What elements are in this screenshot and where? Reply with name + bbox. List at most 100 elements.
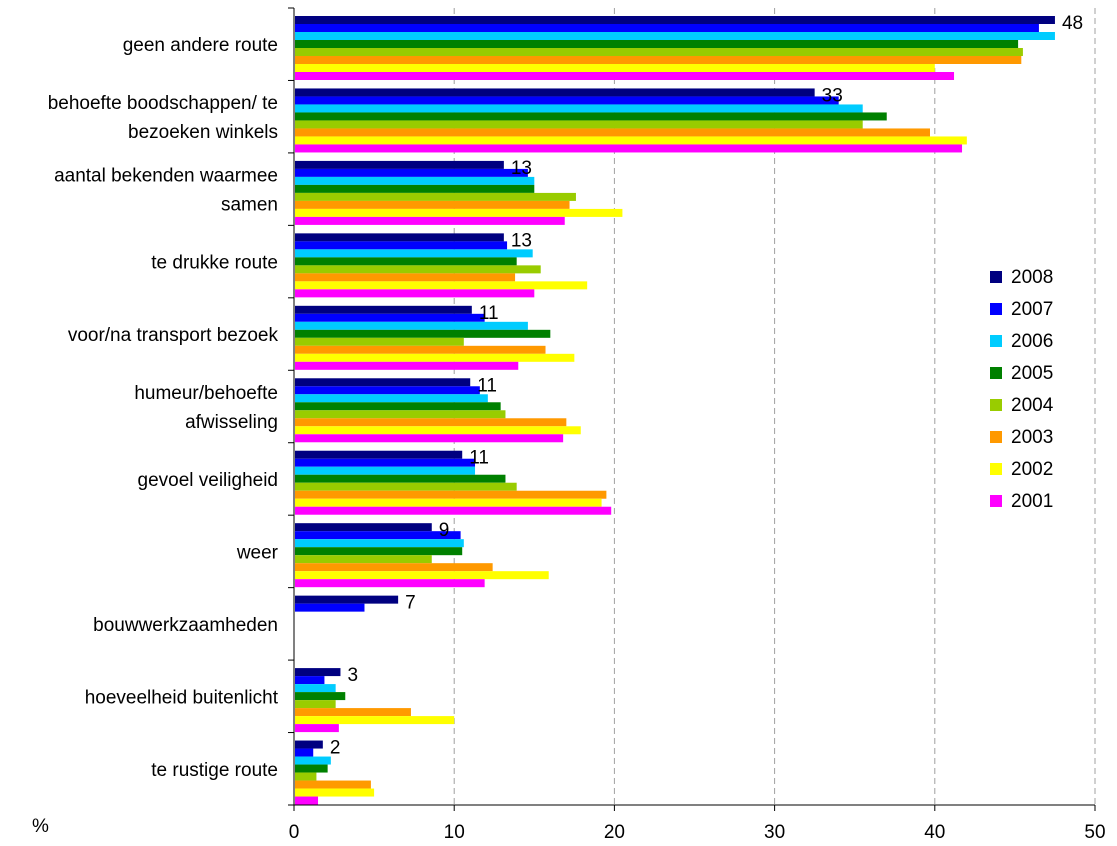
bar-2005	[295, 40, 1019, 48]
bar-2003	[295, 563, 493, 572]
data-labels: 48 33 13 13 11 11 11 9 7 3 2	[330, 13, 1083, 759]
axes: 0 10 20 30 40 50 geen andere route behoefte boo…	[48, 7, 1106, 843]
category-label: geen andere route	[123, 35, 278, 56]
legend-label: 2005	[1011, 363, 1053, 384]
bar-2006	[295, 539, 464, 548]
bar-2008	[295, 595, 399, 604]
bar-2007	[295, 603, 365, 612]
bar-2002	[295, 208, 623, 217]
bar-2007	[295, 96, 839, 105]
bar-2004	[295, 482, 517, 491]
legend-swatch	[990, 271, 1002, 283]
bar-2005	[295, 402, 501, 411]
bar-2006	[295, 321, 528, 330]
bar-2004	[295, 120, 863, 129]
legend-label: 2008	[1011, 267, 1053, 288]
bar-2005	[295, 184, 535, 193]
bar-2002	[295, 426, 581, 435]
legend[interactable]: 2008 2007 2006 2005 2004 2003 2002 2001	[990, 267, 1054, 512]
x-tick-label: 10	[444, 822, 465, 843]
bar-2006	[295, 756, 331, 765]
bar-2003	[295, 200, 570, 209]
bar-2002	[295, 281, 588, 290]
bar-2001	[295, 216, 565, 225]
category-label: afwisseling	[185, 412, 278, 433]
x-tick-label: 50	[1084, 822, 1105, 843]
bar-2003	[295, 128, 930, 137]
bar-2001	[295, 796, 319, 805]
data-label: 11	[479, 303, 499, 324]
bar-2005	[295, 329, 551, 338]
bar-2002	[295, 571, 549, 580]
data-label: 48	[1062, 13, 1083, 34]
bar-2001	[295, 724, 339, 733]
bar-2007	[295, 24, 1039, 32]
x-tick-label: 40	[924, 822, 945, 843]
category-label: weer	[236, 542, 279, 563]
bar-2004	[295, 337, 464, 346]
bar-2006	[295, 176, 535, 185]
data-label: 13	[511, 230, 532, 251]
bar-2004	[295, 772, 317, 781]
bar-2007	[295, 313, 485, 322]
bar-2005	[295, 257, 517, 266]
bar-2005	[295, 547, 463, 556]
bar-2003	[295, 56, 1022, 64]
bar-2008	[295, 378, 471, 387]
bar-2008	[295, 523, 432, 532]
category-label: bouwwerkzaamheden	[93, 615, 278, 636]
bar-2006	[295, 684, 336, 693]
data-label: 13	[511, 158, 532, 179]
bar-2001	[295, 289, 535, 298]
bar-2003	[295, 490, 607, 499]
category-label: bezoeken winkels	[128, 122, 278, 143]
legend-label: 2006	[1011, 331, 1053, 352]
bar-2008	[295, 233, 504, 242]
legend-swatch	[990, 335, 1002, 347]
bar-2005	[295, 692, 346, 701]
bar-2008	[295, 668, 341, 677]
bar-2003	[295, 418, 567, 427]
legend-swatch	[990, 367, 1002, 379]
legend-swatch	[990, 463, 1002, 475]
bar-2001	[295, 361, 519, 370]
bars	[295, 16, 1055, 805]
bar-2004	[295, 265, 541, 274]
data-label: 33	[822, 85, 843, 106]
bar-2003	[295, 345, 546, 354]
bar-2004	[295, 410, 506, 419]
data-label: 9	[439, 520, 450, 541]
legend-swatch	[990, 495, 1002, 507]
x-tick-label: 0	[289, 822, 300, 843]
bar-2002	[295, 353, 575, 362]
bar-2007	[295, 676, 325, 685]
data-label: 7	[405, 593, 416, 614]
bar-2007	[295, 748, 314, 757]
bar-2003	[295, 273, 516, 282]
category-label: te rustige route	[151, 760, 278, 781]
legend-label: 2002	[1011, 459, 1053, 480]
category-label: hoeveelheid buitenlicht	[85, 687, 279, 708]
legend-swatch	[990, 399, 1002, 411]
bar-2007	[295, 531, 461, 540]
bar-2006	[295, 249, 533, 258]
bar-2001	[295, 579, 485, 588]
bar-2001	[295, 434, 564, 443]
bar-2004	[295, 48, 1023, 56]
legend-swatch	[990, 431, 1002, 443]
bar-2008	[295, 740, 323, 749]
bar-2001	[295, 72, 955, 80]
data-label: 3	[347, 665, 358, 686]
legend-swatch	[990, 303, 1002, 315]
data-label: 11	[477, 375, 497, 396]
bar-2007	[295, 241, 508, 250]
bar-2003	[295, 708, 411, 717]
bar-2006	[295, 466, 476, 475]
category-label: gevoel veiligheid	[138, 470, 279, 491]
bar-2007	[295, 386, 480, 395]
bar-2008	[295, 305, 472, 314]
bar-2005	[295, 112, 887, 121]
legend-label: 2007	[1011, 299, 1053, 320]
data-label: 2	[330, 738, 341, 759]
bar-2008	[295, 450, 463, 459]
